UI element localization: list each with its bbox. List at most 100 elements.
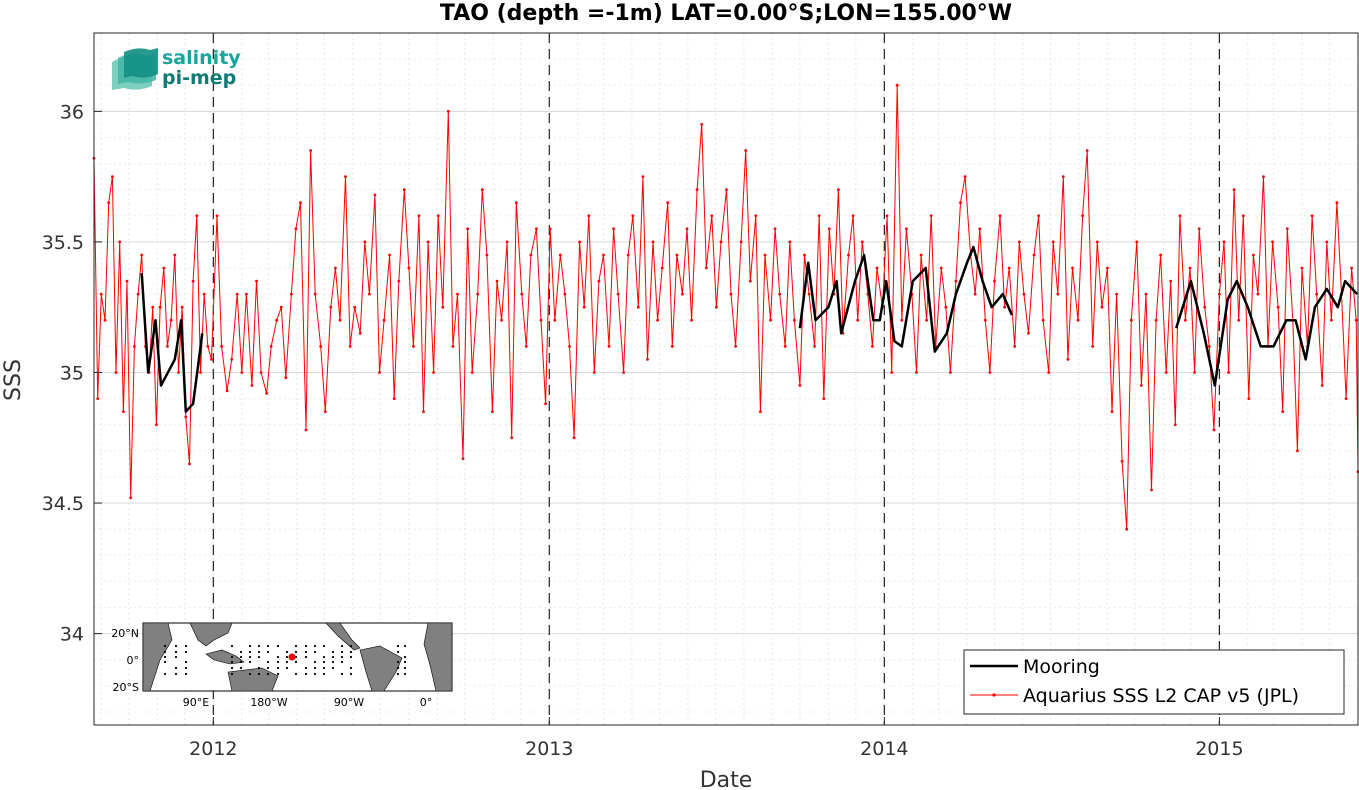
mooring-dot — [248, 655, 252, 659]
data-point — [778, 292, 782, 296]
data-point — [1076, 318, 1080, 322]
data-point — [651, 240, 655, 244]
data-point — [1212, 428, 1216, 432]
data-point — [1140, 384, 1143, 387]
mooring-dot — [403, 660, 407, 664]
data-point — [99, 292, 103, 296]
data-point — [548, 227, 552, 231]
mooring-dot — [313, 666, 317, 670]
mooring-dot — [184, 660, 188, 664]
data-point — [959, 201, 962, 205]
data-point — [129, 496, 133, 500]
data-point — [1164, 371, 1168, 374]
data-point — [378, 371, 381, 374]
mooring-dot — [313, 672, 317, 676]
data-point — [1218, 292, 1221, 296]
data-point — [759, 410, 762, 413]
salinity-pimep-logo: salinity pi-mep — [112, 47, 241, 90]
inset-map: 20°N 0° 20°S 90°E 180°W 90°W 0° — [111, 622, 453, 709]
data-point — [275, 318, 279, 322]
mooring-dot — [276, 666, 280, 670]
data-point — [1247, 397, 1251, 400]
data-point — [195, 214, 199, 218]
data-point — [983, 318, 987, 322]
data-point — [597, 279, 601, 283]
inset-lon-label-180w: 180°W — [250, 696, 287, 709]
inset-land-asia — [189, 622, 233, 647]
data-point — [373, 193, 377, 197]
legend-swatch-aquarius-dot — [992, 693, 996, 697]
data-point — [754, 214, 758, 218]
data-point — [700, 123, 704, 126]
data-point — [949, 371, 952, 374]
data-point — [1354, 318, 1358, 322]
inset-land-central-america — [325, 622, 361, 651]
data-point — [250, 384, 254, 387]
data-point — [1091, 345, 1095, 348]
data-point — [368, 292, 371, 296]
data-point — [1320, 384, 1324, 387]
data-point — [446, 109, 450, 113]
mooring-dot — [163, 655, 167, 659]
data-point — [1003, 305, 1006, 309]
data-point — [719, 240, 723, 244]
data-point — [744, 149, 748, 152]
mooring-dot — [257, 666, 261, 670]
data-point — [180, 305, 184, 309]
mooring-dot — [239, 666, 243, 670]
data-point — [641, 175, 645, 179]
data-point — [544, 402, 547, 406]
mooring-dot — [331, 650, 335, 654]
data-point — [334, 266, 337, 270]
data-point — [572, 436, 576, 440]
data-point — [1081, 214, 1084, 218]
data-point — [495, 279, 499, 283]
data-point — [636, 305, 640, 309]
data-point — [1056, 292, 1060, 296]
data-point — [1285, 227, 1289, 231]
data-point — [422, 410, 425, 413]
data-point — [1193, 371, 1196, 374]
x-axis-ticks: 2012 2013 2014 2015 — [189, 717, 1244, 760]
data-point — [470, 371, 474, 374]
inset-land-maritime — [205, 649, 245, 665]
selected-mooring-marker — [288, 653, 296, 661]
mooring-dot — [403, 655, 407, 659]
mooring-dot — [396, 644, 400, 648]
mooring-dot — [163, 650, 167, 654]
data-point — [851, 214, 855, 218]
data-point — [885, 214, 889, 218]
data-point — [1032, 253, 1036, 257]
data-point — [695, 188, 699, 192]
mooring-dot — [248, 660, 252, 664]
data-point — [235, 292, 239, 296]
mooring-dot — [174, 644, 178, 648]
mooring-dot — [257, 644, 261, 648]
legend: Mooring Aquarius SSS L2 CAP v5 (JPL) — [963, 649, 1345, 715]
data-point — [895, 83, 899, 87]
mooring-dot — [163, 672, 167, 676]
data-point — [612, 227, 615, 231]
data-point — [631, 214, 635, 218]
data-point — [553, 318, 557, 322]
data-point — [140, 253, 144, 257]
data-point — [417, 214, 421, 218]
data-point — [103, 318, 107, 322]
data-point — [773, 227, 777, 231]
mooring-dot — [230, 644, 234, 648]
data-point — [259, 371, 263, 374]
data-point — [111, 175, 114, 179]
data-point — [485, 253, 489, 257]
inset-lat-label-20s: 20°S — [113, 681, 139, 694]
data-point — [299, 201, 302, 205]
data-point — [210, 358, 213, 361]
data-point — [798, 384, 802, 387]
data-point — [1256, 292, 1260, 296]
data-point — [412, 345, 415, 348]
data-point — [407, 266, 411, 270]
data-point — [1276, 305, 1280, 309]
data-point — [568, 345, 571, 348]
data-point — [1037, 214, 1040, 218]
series-line — [798, 245, 1014, 353]
data-point — [107, 201, 111, 205]
